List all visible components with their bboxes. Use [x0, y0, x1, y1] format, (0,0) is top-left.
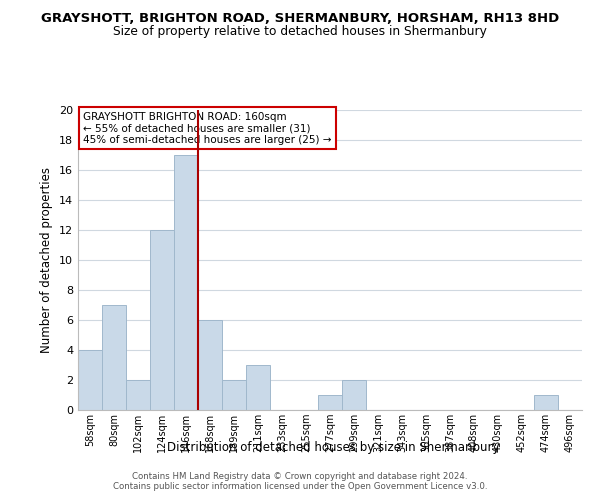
Y-axis label: Number of detached properties: Number of detached properties — [40, 167, 53, 353]
Text: Distribution of detached houses by size in Shermanbury: Distribution of detached houses by size … — [167, 441, 499, 454]
Text: GRAYSHOTT, BRIGHTON ROAD, SHERMANBURY, HORSHAM, RH13 8HD: GRAYSHOTT, BRIGHTON ROAD, SHERMANBURY, H… — [41, 12, 559, 26]
Text: Contains HM Land Registry data © Crown copyright and database right 2024.: Contains HM Land Registry data © Crown c… — [132, 472, 468, 481]
Bar — [318, 395, 342, 410]
Text: GRAYSHOTT BRIGHTON ROAD: 160sqm
← 55% of detached houses are smaller (31)
45% of: GRAYSHOTT BRIGHTON ROAD: 160sqm ← 55% of… — [83, 112, 332, 144]
Text: Contains public sector information licensed under the Open Government Licence v3: Contains public sector information licen… — [113, 482, 487, 491]
Bar — [198, 320, 222, 410]
Bar — [222, 380, 246, 410]
Bar — [534, 395, 558, 410]
Bar — [342, 380, 366, 410]
Bar — [126, 380, 150, 410]
Bar — [102, 305, 126, 410]
Bar — [78, 350, 102, 410]
Text: Size of property relative to detached houses in Shermanbury: Size of property relative to detached ho… — [113, 25, 487, 38]
Bar — [246, 365, 270, 410]
Bar — [150, 230, 174, 410]
Bar — [174, 155, 198, 410]
